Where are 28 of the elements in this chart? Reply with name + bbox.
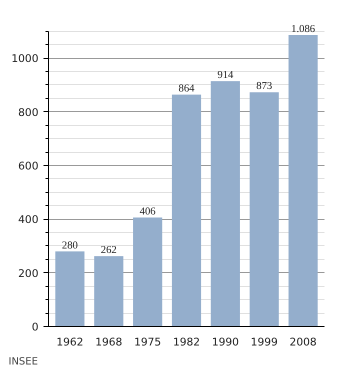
- data-label: 280: [62, 240, 78, 252]
- text: INSEE: [8, 356, 38, 368]
- data-label: 406: [140, 206, 156, 218]
- y-tick-label: 200: [18, 266, 39, 280]
- bar: [250, 92, 279, 326]
- bar: [55, 251, 84, 326]
- x-tick-label: 1968: [95, 336, 123, 348]
- x-tick-label: 1975: [134, 336, 162, 348]
- bar: [94, 256, 124, 326]
- y-tick-label: 1000: [11, 52, 39, 66]
- x-tick-label: 1990: [212, 336, 240, 348]
- bar: [210, 81, 240, 326]
- data-label: 873: [256, 81, 272, 92]
- y-tick-label: 400: [18, 213, 39, 226]
- data-label: 262: [100, 245, 117, 256]
- data-label: 1.086: [291, 24, 316, 36]
- bar: [288, 35, 318, 326]
- y-tick-label: 800: [18, 106, 39, 119]
- y-tick-label: 0: [32, 320, 39, 334]
- data-label: 864: [178, 84, 196, 95]
- x-tick-label: 1962: [56, 336, 84, 348]
- data-label: 914: [217, 70, 234, 82]
- x-tick-label: 1982: [172, 336, 200, 348]
- bar: [133, 218, 162, 326]
- bar: [172, 94, 202, 326]
- x-tick-label: 2008: [290, 336, 317, 348]
- y-tick-label: 600: [18, 159, 39, 172]
- x-tick-label: 1999: [250, 336, 278, 348]
